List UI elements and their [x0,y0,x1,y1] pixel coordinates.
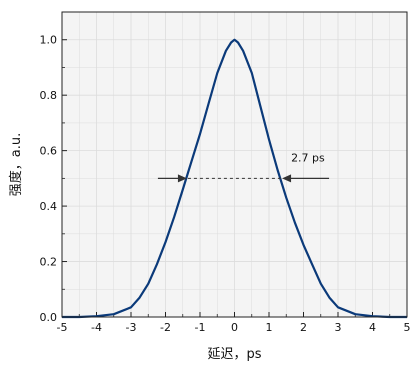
x-tick-label: 1 [266,321,273,334]
x-tick-label: -1 [195,321,206,334]
x-tick-label: -5 [57,321,68,334]
fwhm-annotation: 2.7 ps [157,151,330,183]
x-tick-label: -2 [160,321,171,334]
grid-lines [61,11,408,318]
left-arrow-head [177,174,187,183]
x-tick-label: 4 [369,321,376,334]
x-tick-label: 0 [231,321,238,334]
y-tick-label: 0.4 [40,200,58,213]
y-tick-label: 0.8 [40,89,58,102]
y-tick-label: 0.6 [40,145,58,158]
x-tick-label: -4 [91,321,102,334]
y-axis-label: 强度，a.u. [8,133,24,196]
x-tick-label: 3 [335,321,342,334]
fwhm-label: 2.7 ps [291,151,325,164]
x-tick-label: -3 [126,321,137,334]
series-line [62,38,407,319]
x-tick-label: 2 [300,321,307,334]
y-tick-label: 0.2 [40,256,58,269]
plot-frame [61,11,408,318]
axis-ticks: -5 -4 -3 -2 -1 0 1 2 3 4 5 0.0 0.2 0.4 0.6 0.8 1.0 [40,11,411,334]
y-tick-label: 0.0 [40,311,58,324]
x-axis-label: 延迟，ps [207,347,261,362]
right-arrow-head [282,174,292,183]
y-tick-label: 1.0 [40,34,58,47]
x-tick-label: 5 [404,321,411,334]
